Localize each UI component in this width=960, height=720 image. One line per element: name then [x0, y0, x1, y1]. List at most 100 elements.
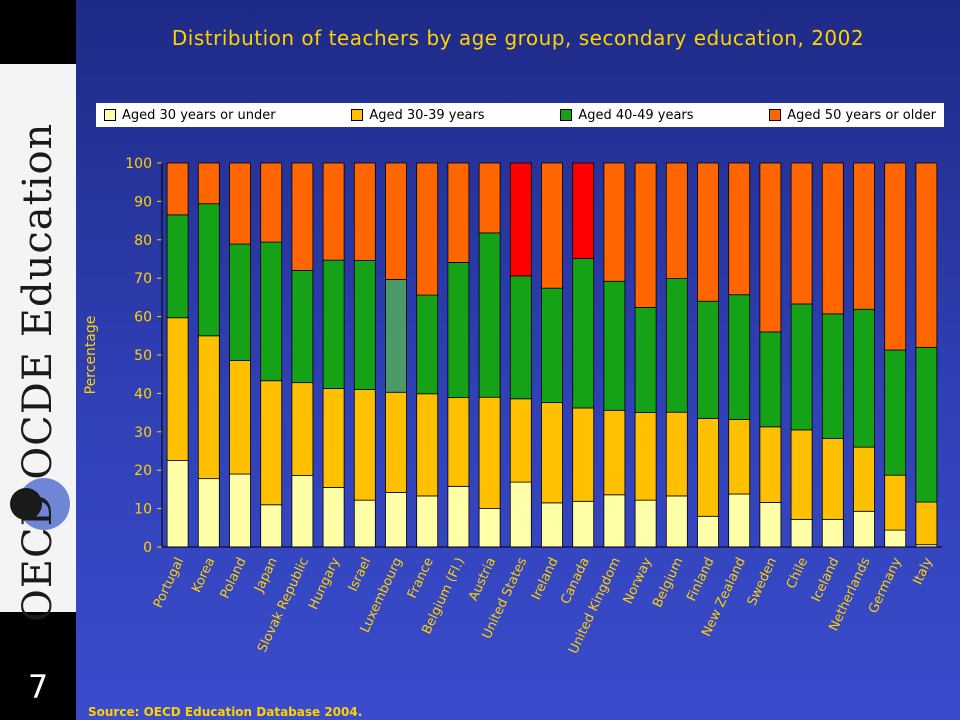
x-tick-label-israel: Israel [346, 555, 375, 594]
bar-chile-s0 [790, 518, 813, 548]
bar-france-s1 [416, 393, 439, 497]
y-axis-label: Percentage [83, 316, 99, 395]
x-tick-label-ireland: Ireland [529, 555, 562, 602]
bar-austria-s1 [478, 396, 501, 509]
bar-united-states-s1 [509, 398, 532, 483]
x-tick-label-japan: Japan [251, 555, 280, 595]
bar-france-s0 [416, 495, 439, 548]
y-tick-label: 90 [134, 194, 152, 210]
x-tick-label-chile: Chile [784, 555, 811, 591]
x-tick-label-hungary: Hungary [306, 555, 343, 612]
bar-poland-s1 [229, 359, 251, 475]
bar-luxembourg-s2 [385, 278, 407, 393]
bar-netherlands-s3 [853, 162, 875, 310]
bar-new-zealand-s3 [728, 162, 751, 296]
legend-label-50plus: Aged 50 years or older [787, 107, 936, 123]
bar-belgium-fl-s1 [447, 397, 470, 487]
oecd-logo-icon [10, 478, 70, 530]
y-tick-label: 10 [134, 502, 152, 518]
legend-label-40-49: Aged 40-49 years [578, 107, 694, 123]
slide-number: 7 [27, 668, 49, 706]
bar-finland-s2 [697, 300, 719, 419]
chart-title: Distribution of teachers by age group, s… [171, 26, 865, 50]
bar-poland-s3 [229, 162, 251, 245]
x-tick-label-canada: Canada [558, 555, 593, 606]
bar-ireland-s0 [541, 502, 563, 548]
bar-japan-s3 [260, 162, 283, 243]
legend-item-40-49: Aged 40-49 years [560, 107, 694, 123]
bar-belgium-s1 [665, 411, 688, 497]
source-note: Source: OECD Education Database 2004. [88, 705, 363, 719]
legend-label-30-39: Aged 30-39 years [369, 107, 485, 123]
y-tick-label: 100 [125, 156, 152, 172]
bar-portugal-s2 [166, 214, 189, 319]
bar-new-zealand-s0 [728, 493, 751, 548]
x-tick-label-belgium: Belgium [650, 555, 686, 610]
bar-portugal-s3 [166, 162, 189, 216]
x-tick-label-finland: Finland [684, 555, 717, 603]
bar-korea-s0 [197, 478, 220, 548]
bar-united-states-s0 [509, 481, 532, 548]
bar-japan-s2 [260, 241, 283, 382]
x-tick-label-portugal: Portugal [151, 555, 187, 610]
bar-netherlands-s2 [853, 308, 875, 448]
bar-israel-s2 [353, 260, 376, 390]
bar-canada-s2 [572, 258, 595, 409]
legend-item-under30: Aged 30 years or under [104, 108, 276, 123]
bar-united-states-s2 [509, 275, 532, 400]
bar-sweden-s0 [759, 502, 782, 548]
bar-iceland-s0 [821, 518, 844, 548]
x-tick-label-poland: Poland [218, 555, 250, 601]
bar-belgium-s0 [665, 495, 688, 548]
bar-slovak-republic-s0 [291, 475, 314, 548]
y-tick-label: 80 [134, 233, 152, 249]
bar-portugal-s1 [166, 317, 189, 462]
bar-poland-s2 [229, 243, 251, 361]
bar-united-kingdom-s2 [603, 280, 626, 411]
bar-belgium-fl-s0 [447, 485, 470, 548]
x-tick-label-iceland: Iceland [809, 555, 842, 604]
bar-france-s3 [416, 162, 439, 296]
bar-belgium-fl-s3 [447, 162, 470, 263]
bar-new-zealand-s2 [728, 294, 751, 420]
y-tick-label: 20 [134, 463, 152, 479]
bar-finland-s1 [697, 417, 719, 517]
bar-iceland-s1 [821, 437, 844, 520]
y-tick-label: 30 [134, 425, 152, 441]
y-tick-label: 0 [143, 540, 152, 556]
bar-united-kingdom-s1 [603, 409, 626, 496]
bar-finland-s0 [697, 515, 719, 548]
bar-united-kingdom-s0 [603, 494, 626, 548]
bar-chile-s2 [790, 303, 813, 431]
bar-korea-s2 [197, 203, 220, 337]
x-tick-label-korea: Korea [189, 555, 218, 595]
bar-israel-s3 [353, 162, 376, 261]
legend-swatch-30-39 [351, 109, 364, 121]
bar-portugal-s0 [166, 460, 189, 548]
bar-germany-s3 [884, 162, 907, 351]
bar-hungary-s3 [322, 162, 345, 261]
bar-slovak-republic-s1 [291, 382, 314, 476]
bar-new-zealand-s1 [728, 419, 751, 495]
x-tick-label-italy: Italy [911, 555, 937, 587]
bar-hungary-s0 [322, 487, 345, 548]
legend-swatch-40-49 [560, 109, 573, 121]
legend-label-under30: Aged 30 years or under [122, 107, 276, 123]
y-tick-label: 40 [134, 386, 152, 402]
chart-legend: Aged 30 years or under Aged 30-39 years … [96, 103, 944, 127]
bar-hungary-s2 [322, 259, 345, 389]
bar-norway-s2 [634, 306, 657, 414]
bar-israel-s0 [353, 499, 376, 548]
sidebar-brand-panel [0, 64, 76, 612]
bar-canada-s3 [572, 162, 595, 260]
x-tick-label-france: France [405, 555, 437, 601]
legend-item-30-39: Aged 30-39 years [351, 107, 485, 123]
bar-japan-s1 [260, 380, 283, 506]
bar-ireland-s1 [541, 402, 563, 504]
bar-germany-s2 [884, 349, 907, 476]
legend-swatch-50plus [769, 109, 782, 121]
bar-austria-s2 [478, 232, 501, 398]
bar-france-s2 [416, 294, 439, 395]
bar-sweden-s2 [759, 331, 782, 428]
bar-italy-s2 [915, 346, 938, 503]
